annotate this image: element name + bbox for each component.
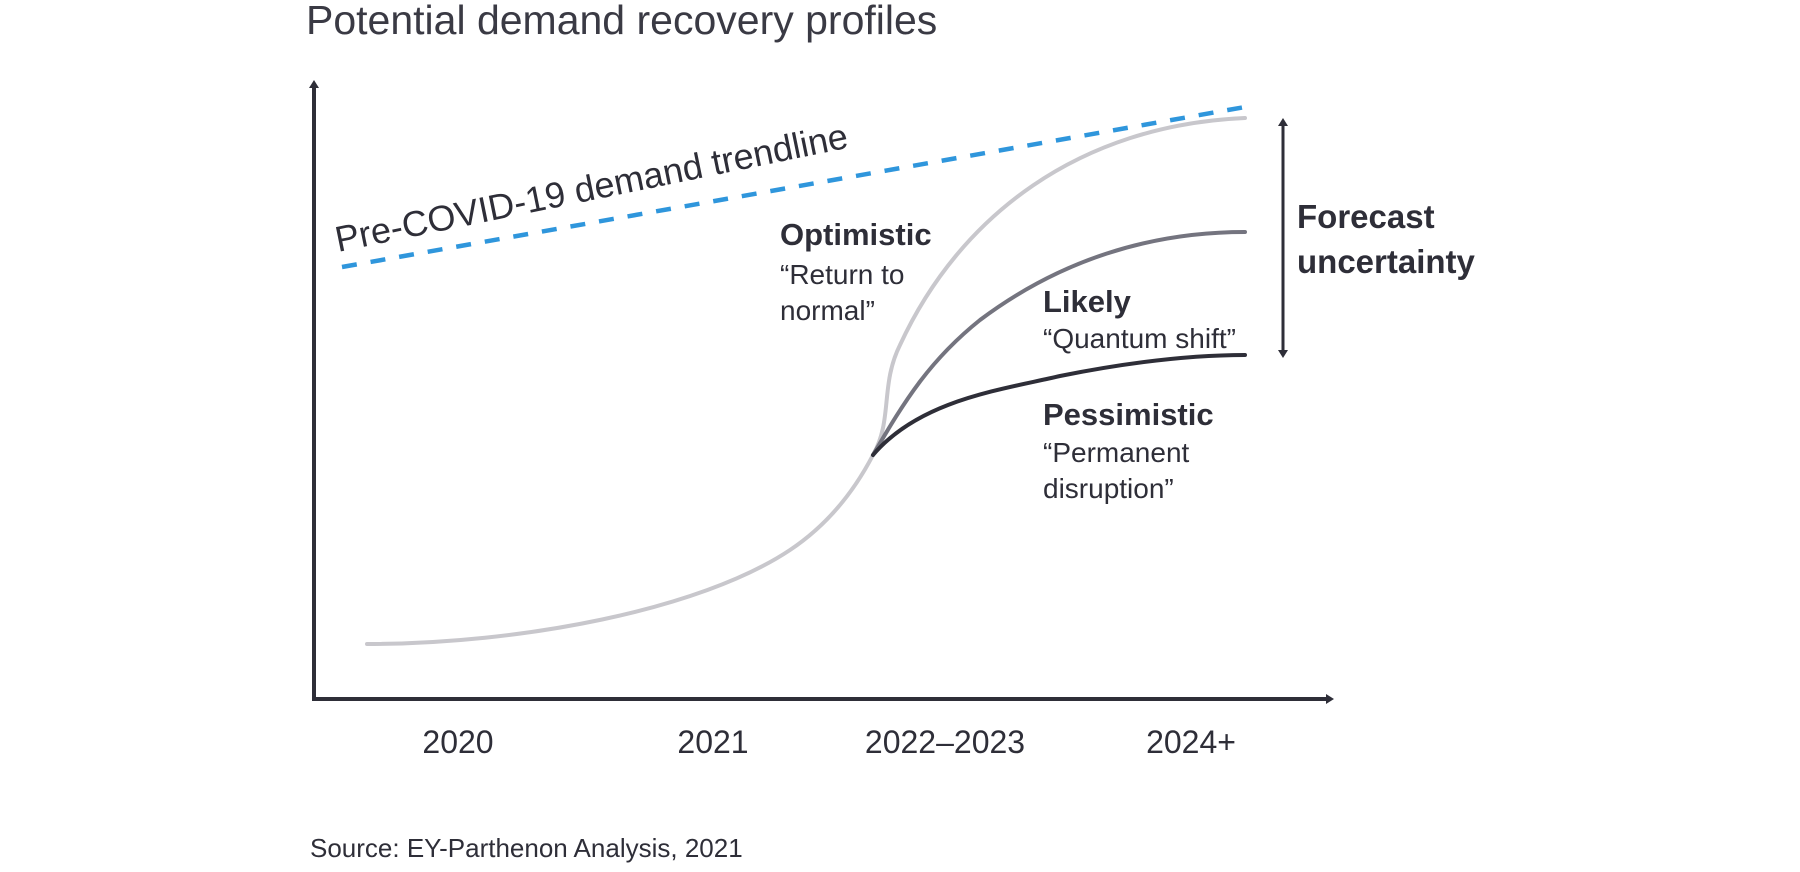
chart-title: Potential demand recovery profiles <box>306 0 937 43</box>
x-tick-label: 2022–2023 <box>865 724 1025 760</box>
series-line-optimistic <box>871 116 1247 457</box>
common-path-line <box>365 453 875 646</box>
y-axis-arrowhead <box>309 80 319 88</box>
forecast-uncertainty-annotation: Forecast uncertainty <box>1278 118 1476 358</box>
trendline-label: Pre-COVID-19 demand trendline <box>331 115 851 260</box>
series-line-likely <box>871 230 1247 457</box>
series-labels: Optimistic “Return to normal” Likely “Quantu… <box>780 217 1236 504</box>
x-tick-label: 2024+ <box>1146 724 1236 760</box>
series-sublabel-optimistic: “Return to <box>780 259 905 290</box>
annotation-text: uncertainty <box>1297 243 1476 280</box>
annotation-text: Forecast <box>1297 198 1435 235</box>
series-line-pessimistic <box>871 353 1247 457</box>
axes <box>309 80 1334 704</box>
x-tick-labels: 2020 2021 2022–2023 2024+ <box>422 724 1236 760</box>
series-label-pessimistic: Pessimistic <box>1043 397 1214 432</box>
series-label-likely: Likely <box>1043 284 1132 319</box>
series-group <box>365 116 1247 646</box>
trendline <box>341 104 1246 270</box>
arrow-up-icon <box>1278 118 1288 126</box>
arrow-down-icon <box>1278 350 1288 358</box>
x-tick-label: 2020 <box>422 724 493 760</box>
series-sublabel-pessimistic: disruption” <box>1043 473 1174 504</box>
series-sublabel-pessimistic: “Permanent <box>1043 437 1190 468</box>
series-label-optimistic: Optimistic <box>780 217 932 252</box>
series-sublabel-likely: “Quantum shift” <box>1043 323 1236 354</box>
x-axis-arrowhead <box>1326 694 1334 704</box>
series-sublabel-optimistic: normal” <box>780 295 875 326</box>
x-tick-label: 2021 <box>677 724 748 760</box>
source-note: Source: EY-Parthenon Analysis, 2021 <box>310 833 743 863</box>
